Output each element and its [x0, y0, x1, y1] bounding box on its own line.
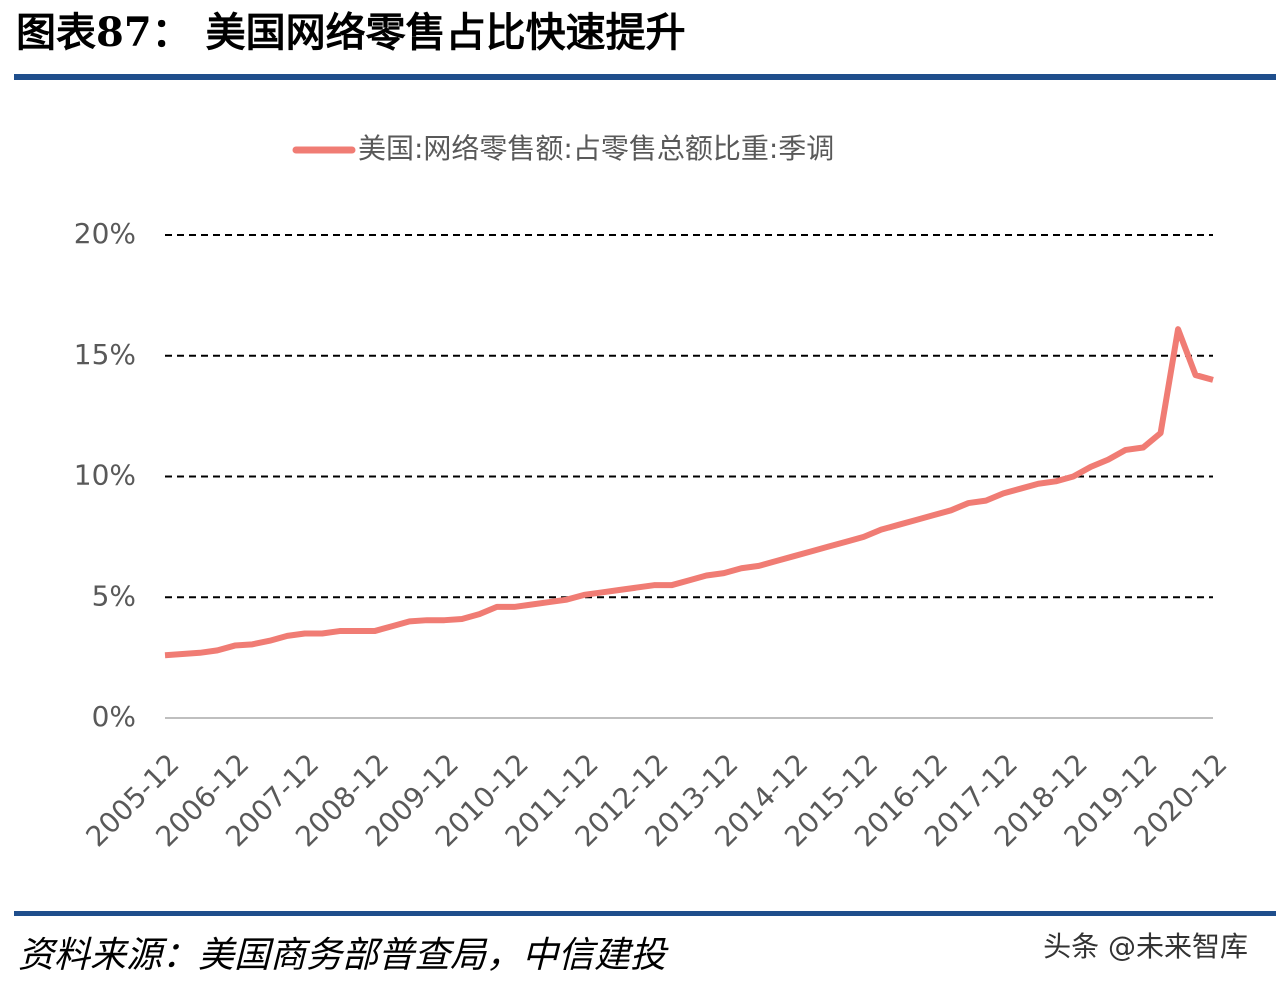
- chart-title: 图表87： 美国网络零售占比快速提升: [16, 9, 686, 56]
- data-line: [164, 326, 1214, 659]
- watermark: 头条 @未来智库: [1043, 930, 1248, 963]
- y-tick-label: 5%: [92, 579, 136, 612]
- y-tick-label: 10%: [74, 459, 136, 492]
- header-rule: [14, 74, 1276, 80]
- y-tick-label: 20%: [74, 217, 136, 250]
- legend-label: 美国:网络零售额:占零售总额比重:季调: [358, 132, 834, 165]
- source: 资料来源：美国商务部普查局，中信建投: [18, 935, 669, 976]
- y-tick-label: 15%: [74, 338, 136, 371]
- footer-rule: [14, 911, 1276, 916]
- y-tick-label: 0%: [92, 700, 136, 733]
